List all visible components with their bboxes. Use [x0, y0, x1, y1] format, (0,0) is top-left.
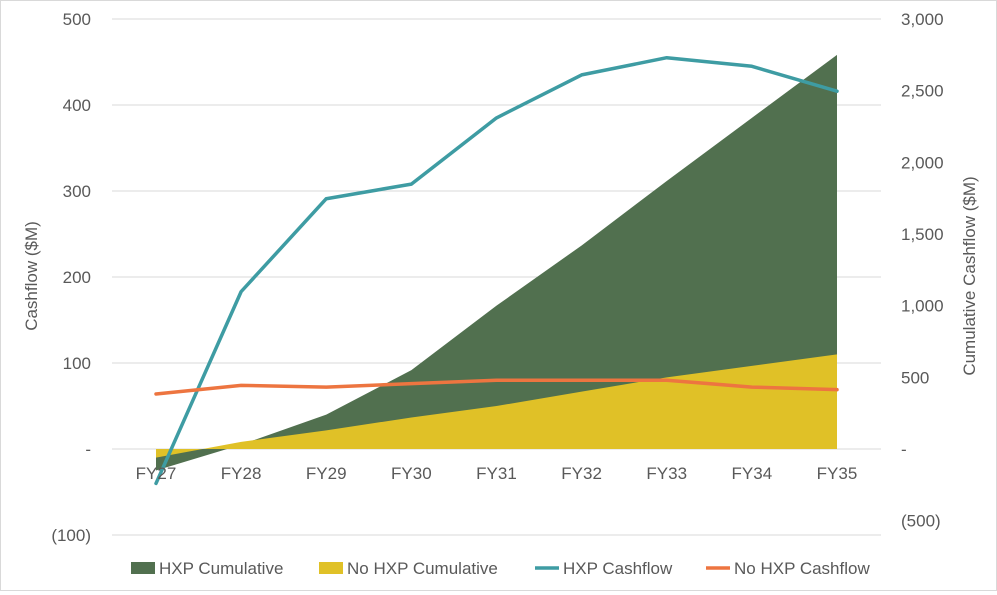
y-tick-label: 100 [63, 354, 91, 373]
x-tick-label: FY30 [391, 464, 432, 483]
y2-tick-label: 2,000 [901, 153, 944, 172]
y-axis-ticks: 500 400 300 200 100 - (100) [51, 10, 91, 545]
y-tick-label: 400 [63, 96, 91, 115]
y2-tick-label: 500 [901, 368, 929, 387]
hxp-cashflow-line [154, 55, 839, 486]
x-tick-label: FY29 [306, 464, 347, 483]
y2-tick-label: 3,000 [901, 10, 944, 29]
line-series [154, 55, 839, 486]
legend-label: No HXP Cashflow [734, 559, 870, 578]
x-tick-label: FY31 [476, 464, 517, 483]
x-tick-label: FY28 [221, 464, 262, 483]
y-axis-title: Cashflow ($M) [22, 221, 41, 331]
legend-swatch [319, 562, 343, 574]
x-tick-label: FY34 [732, 464, 773, 483]
legend-label: HXP Cumulative [159, 559, 283, 578]
legend-label: HXP Cashflow [563, 559, 673, 578]
y2-axis-title: Cumulative Cashflow ($M) [960, 176, 979, 375]
y2-tick-label: - [901, 440, 907, 459]
y2-tick-label: 2,500 [901, 82, 944, 101]
x-tick-label: FY32 [561, 464, 602, 483]
legend-swatch [131, 562, 155, 574]
y2-tick-label: 1,500 [901, 225, 944, 244]
x-axis-ticks: FY27 FY28 FY29 FY30 FY31 FY32 FY33 FY34 FY35 [136, 464, 858, 483]
y-tick-label: (100) [51, 526, 91, 545]
y-tick-label: - [85, 440, 91, 459]
x-tick-label: FY27 [136, 464, 177, 483]
no-hxp-cashflow-line [154, 378, 839, 396]
y-tick-label: 500 [63, 10, 91, 29]
y2-axis-ticks: 3,000 2,500 2,000 1,500 1,000 500 - (500) [901, 10, 944, 531]
x-tick-label: FY35 [817, 464, 858, 483]
x-tick-label: FY33 [646, 464, 687, 483]
legend: HXP Cumulative No HXP Cumulative HXP Cashf… [131, 559, 870, 578]
y-tick-label: 200 [63, 268, 91, 287]
y2-tick-label: 1,000 [901, 297, 944, 316]
hxp-cumulative-area [156, 54, 837, 471]
y-tick-label: 300 [63, 182, 91, 201]
legend-label: No HXP Cumulative [347, 559, 498, 578]
y2-tick-label: (500) [901, 512, 941, 531]
